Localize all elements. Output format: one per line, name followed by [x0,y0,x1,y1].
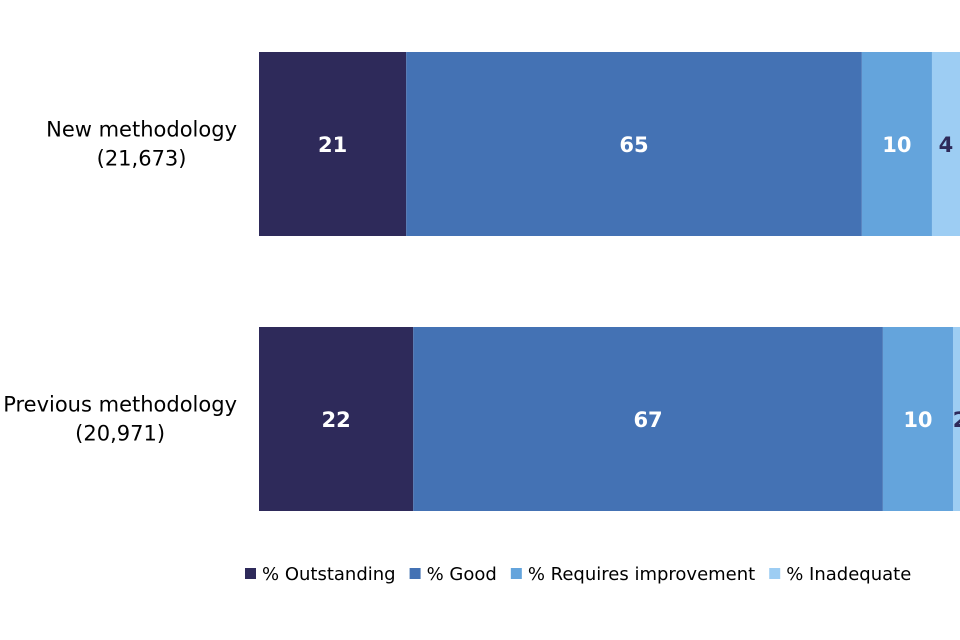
data-label-outstanding: 21 [318,133,347,157]
legend: % Outstanding % Good % Requires improvemen… [245,564,911,585]
data-label-outstanding: 22 [321,408,350,432]
bar-segment-inadequate [952,327,960,511]
data-label-inadequate: 2 [953,408,960,432]
legend-swatch-good [409,568,421,579]
category-label-line: (21,673) [97,147,187,171]
bar-segment-inadequate [931,52,960,236]
legend-swatch-inadequate [769,568,781,579]
bar-segment-outstanding [259,52,407,236]
category-labels: New methodology (21,673) Previous methodol… [3,118,237,446]
legend-swatch-outstanding [245,568,256,579]
data-label-good: 67 [633,408,662,432]
bar-segment-requires-improvement [882,327,953,511]
bar-segment-good [406,52,862,236]
bars [259,52,960,511]
legend-label-requires-improvement: % Requires improvement [528,564,755,585]
legend-swatch-requires-improvement [510,568,522,579]
legend-label-outstanding: % Outstanding [262,564,396,585]
legend-label-inadequate: % Inadequate [786,564,911,585]
category-label-line: New methodology [46,118,237,142]
category-label-line: (20,971) [75,422,165,446]
data-label-requires-improvement: 10 [903,408,932,432]
category-label-line: Previous methodology [3,393,237,417]
category-label: New methodology (21,673) [46,118,237,171]
category-label: Previous methodology (20,971) [3,393,237,446]
data-labels: 21 65 10 4 22 67 10 2 [318,133,960,432]
bar-segment-good [413,327,883,511]
data-label-requires-improvement: 10 [882,133,911,157]
data-label-good: 65 [619,133,648,157]
data-label-inadequate: 4 [939,133,954,157]
legend-label-good: % Good [427,564,497,585]
bar-segment-outstanding [259,327,414,511]
bar-segment-requires-improvement [861,52,932,236]
